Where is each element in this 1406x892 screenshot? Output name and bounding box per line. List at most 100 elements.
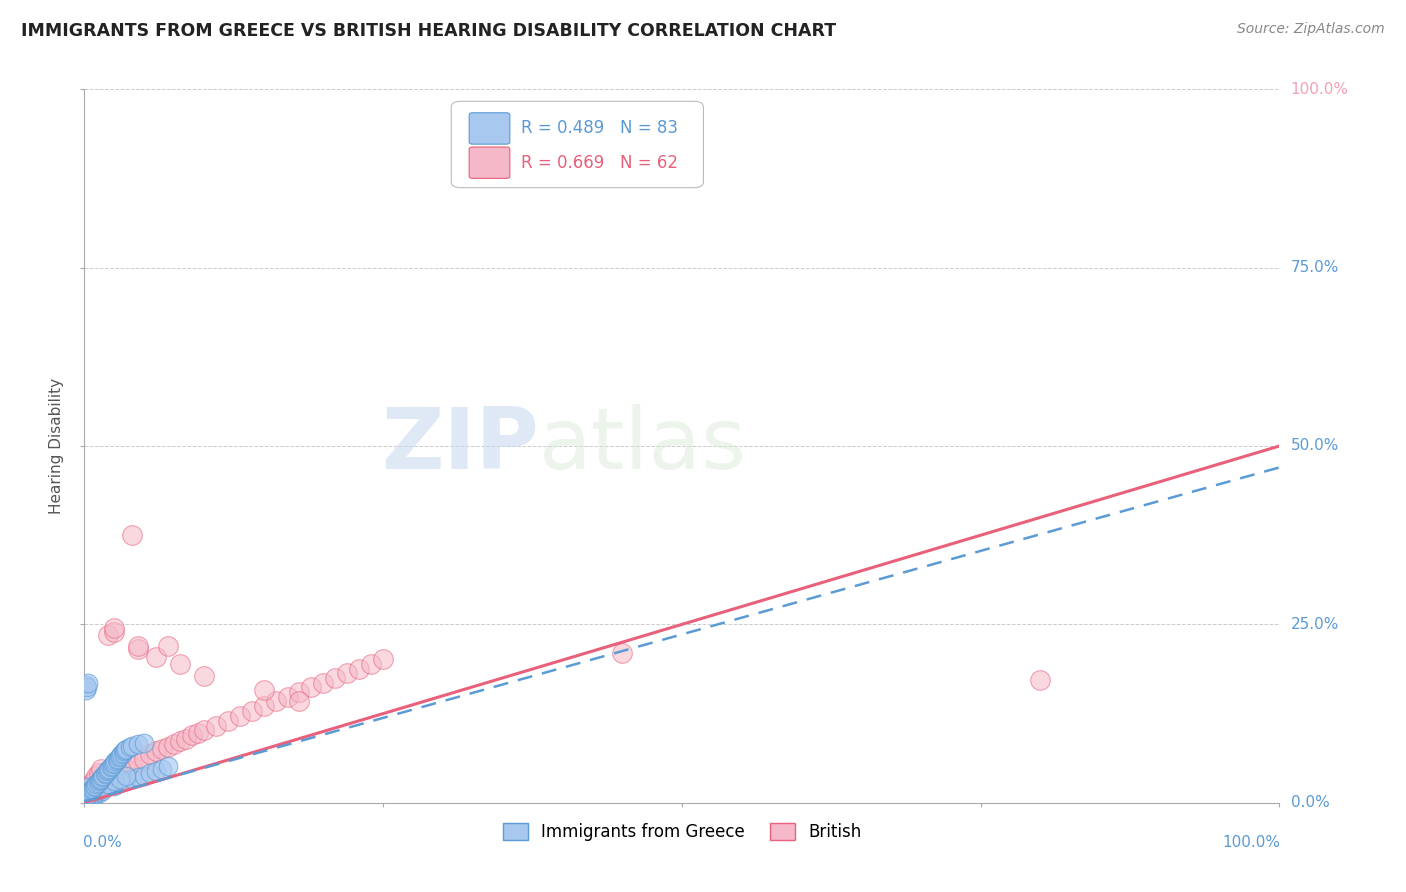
Point [115, 762, 138, 776]
Point [169, 657, 191, 671]
Point [77, 787, 100, 801]
Point [87, 765, 110, 780]
Point [80, 789, 103, 803]
Point [139, 747, 162, 762]
Point [86, 776, 108, 790]
Point [86, 781, 108, 796]
Point [150, 762, 173, 776]
Point [77, 789, 100, 803]
Point [240, 705, 263, 719]
Point [121, 758, 143, 772]
Point [91, 784, 114, 798]
Text: 100.0%: 100.0% [1223, 835, 1281, 850]
Point [264, 694, 287, 708]
Point [75, 793, 97, 807]
Point [103, 621, 125, 635]
Point [612, 646, 634, 660]
Point [75, 789, 97, 803]
Point [82, 781, 104, 796]
Point [312, 676, 335, 690]
Point [110, 747, 132, 762]
Point [77, 790, 100, 805]
Point [127, 737, 149, 751]
Point [83, 787, 105, 801]
Point [277, 690, 299, 705]
Point [79, 784, 101, 798]
Point [301, 680, 323, 694]
Point [86, 783, 108, 797]
Point [76, 680, 98, 694]
Text: 0.0%: 0.0% [1291, 796, 1329, 810]
Point [336, 665, 359, 680]
Y-axis label: Hearing Disability: Hearing Disability [49, 378, 65, 514]
Text: Source: ZipAtlas.com: Source: ZipAtlas.com [1237, 22, 1385, 37]
Point [86, 783, 108, 797]
Point [110, 765, 132, 780]
Point [90, 772, 112, 786]
Point [360, 657, 382, 671]
Point [115, 769, 138, 783]
Point [127, 755, 149, 769]
Point [97, 777, 120, 791]
Point [90, 762, 112, 776]
Point [77, 783, 100, 797]
Point [115, 774, 138, 789]
Text: IMMIGRANTS FROM GREECE VS BRITISH HEARING DISABILITY CORRELATION CHART: IMMIGRANTS FROM GREECE VS BRITISH HEARIN… [21, 22, 837, 40]
Point [87, 786, 110, 800]
Point [76, 783, 98, 797]
Point [97, 778, 120, 792]
Point [94, 774, 117, 789]
Point [121, 772, 143, 787]
Point [145, 744, 167, 758]
Point [75, 683, 97, 698]
Point [104, 755, 127, 769]
Text: R = 0.669   N = 62: R = 0.669 N = 62 [520, 153, 678, 171]
Point [80, 783, 103, 797]
Point [83, 772, 105, 787]
Point [157, 740, 180, 755]
Point [373, 651, 395, 665]
Legend: Immigrants from Greece, British: Immigrants from Greece, British [496, 816, 868, 848]
Point [83, 790, 105, 805]
Point [77, 791, 100, 805]
Point [76, 790, 98, 805]
Point [105, 753, 128, 767]
Point [205, 719, 228, 733]
Point [101, 758, 124, 772]
Point [87, 780, 110, 794]
Point [101, 757, 124, 772]
Point [163, 737, 186, 751]
Point [145, 649, 167, 664]
Text: 0.0%: 0.0% [83, 835, 122, 850]
Point [107, 751, 129, 765]
Point [121, 528, 143, 542]
Point [193, 723, 215, 737]
Point [118, 740, 141, 755]
Point [325, 671, 347, 685]
Text: 25.0%: 25.0% [1291, 617, 1339, 632]
Point [127, 639, 149, 653]
Point [80, 781, 103, 796]
Point [112, 744, 135, 758]
Point [229, 708, 252, 723]
Point [253, 683, 276, 698]
FancyBboxPatch shape [470, 112, 510, 145]
Point [80, 776, 103, 790]
Point [187, 726, 209, 740]
Point [100, 760, 122, 774]
Point [87, 783, 110, 797]
Point [181, 728, 204, 742]
Point [87, 774, 110, 789]
Point [349, 662, 371, 676]
Point [132, 769, 156, 783]
Point [96, 764, 118, 779]
Point [89, 772, 111, 787]
Point [75, 791, 97, 805]
Point [79, 785, 101, 799]
Text: atlas: atlas [538, 404, 747, 488]
Point [288, 694, 311, 708]
Point [97, 628, 120, 642]
Point [75, 678, 97, 692]
Point [217, 714, 239, 728]
Point [76, 785, 98, 799]
